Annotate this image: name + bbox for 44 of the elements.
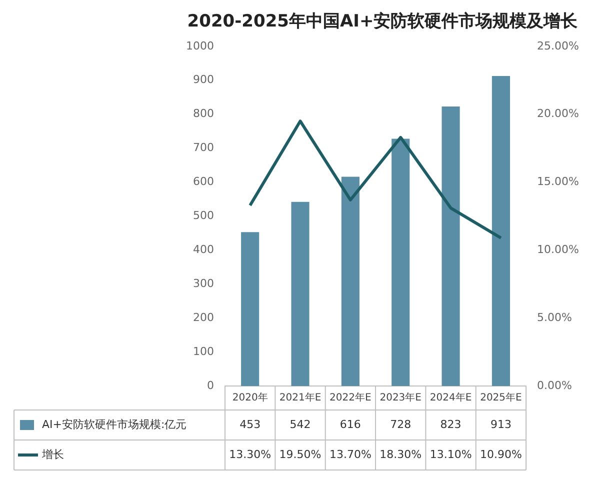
y-tick-label: 600	[192, 175, 214, 188]
data-label: 542	[290, 418, 311, 431]
y2-tick-label: 20.00%	[537, 107, 580, 120]
x-tick-label: 2025年E	[480, 392, 522, 404]
y2-tick-label: 10.00%	[537, 243, 580, 256]
y2-tick-label: 5.00%	[537, 310, 572, 324]
x-tick-label: 2020年	[232, 392, 268, 404]
bar	[241, 232, 260, 386]
data-label: 728	[390, 418, 412, 431]
y2-tick-label: 15.00%	[537, 175, 580, 188]
data-label: 18.30%	[380, 448, 422, 461]
bar	[442, 106, 460, 386]
data-label: 13.70%	[329, 448, 372, 461]
y-tick-label: 700	[192, 141, 214, 154]
y-tick-label: 300	[192, 276, 214, 290]
bar	[341, 176, 360, 386]
data-label: 913	[490, 418, 512, 431]
y-tick-label: 900	[192, 73, 214, 86]
bar	[291, 202, 310, 386]
bar	[392, 138, 410, 386]
y-tick-label: 500	[192, 209, 214, 222]
y2-tick-label: 25.00%	[537, 39, 580, 52]
x-tick-label: 2024年E	[430, 392, 472, 404]
y-tick-label: 800	[192, 107, 214, 120]
x-tick-label: 2021年E	[279, 392, 322, 404]
data-label: 453	[240, 418, 261, 431]
x-tick-label: 2022年E	[330, 392, 372, 404]
data-label: 13.10%	[430, 448, 472, 461]
y-tick-label: 1000	[186, 39, 214, 52]
data-label: 823	[440, 418, 462, 431]
data-label: 19.50%	[279, 448, 322, 461]
y-tick-label: 0	[206, 378, 214, 392]
data-label: 13.30%	[229, 448, 272, 461]
data-label: 616	[340, 418, 361, 431]
y-tick-label: 100	[192, 344, 214, 358]
y-tick-label: 200	[192, 310, 214, 324]
legend-label: AI+安防软硬件市场规模:亿元	[42, 418, 187, 431]
y-tick-label: 400	[192, 243, 214, 256]
y2-tick-label: 0.00%	[537, 378, 572, 392]
legend-label: 增长	[41, 448, 64, 461]
bar	[492, 76, 510, 386]
data-label: 10.90%	[480, 448, 522, 461]
chart-title: 2020-2025年中国AI+安防软硬件市场规模及增长	[187, 12, 579, 32]
x-tick-label: 2023年E	[380, 392, 422, 404]
